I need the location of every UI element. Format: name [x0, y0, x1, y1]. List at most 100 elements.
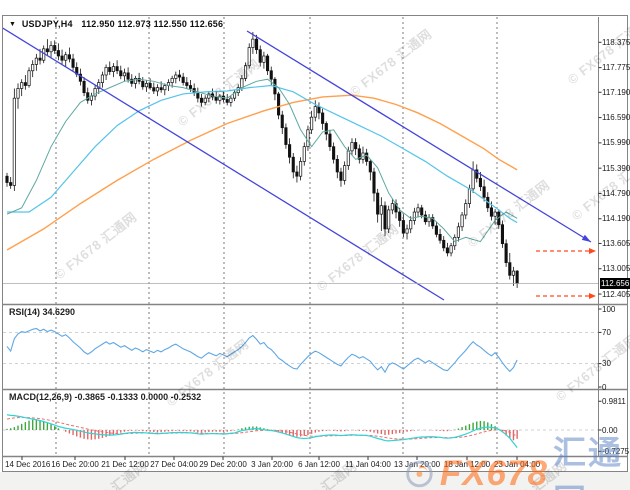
candle-body: [93, 88, 97, 97]
price-tick-label: 117.775: [602, 63, 630, 73]
ma-mid-line: [7, 84, 518, 224]
candle-body: [288, 144, 292, 158]
candle-body: [324, 123, 328, 135]
candle-body: [111, 66, 115, 72]
candle-body: [100, 74, 104, 83]
candle-body: [478, 177, 482, 188]
candle-body: [284, 127, 288, 145]
candle-body: [244, 65, 248, 79]
candle-body: [299, 161, 303, 177]
candle-body: [199, 97, 204, 103]
target-arrowhead: [589, 248, 596, 254]
rsi-panel: [6, 327, 518, 374]
candle-body: [434, 225, 438, 235]
candle-body: [365, 152, 369, 162]
candle-body: [122, 72, 126, 77]
price-chart-svg: [3, 17, 627, 460]
candle-body: [148, 83, 152, 88]
rsi-tick-label: 30: [602, 359, 611, 369]
candle-body: [504, 243, 508, 263]
rsi-tick-label: 70: [602, 327, 611, 337]
time-label: 14 Dec 2016: [5, 460, 51, 469]
price-tick-label: 115.390: [602, 163, 630, 173]
candle-body: [471, 169, 475, 190]
candle-body: [313, 106, 317, 118]
time-label: 16 Dec 20:00: [51, 460, 99, 469]
candle-body: [511, 270, 516, 276]
price-tick-label: 115.990: [602, 138, 630, 148]
trendline[interactable]: [3, 27, 445, 301]
candle-body: [45, 48, 49, 53]
time-label: 21 Dec 12:00: [101, 460, 149, 469]
time-label: 27 Dec 04:00: [150, 460, 198, 469]
price-tick-label: 117.190: [602, 87, 630, 97]
symbol-marker-icon[interactable]: ▼: [9, 21, 17, 28]
time-label: 23 Jan 04:00: [493, 460, 541, 469]
macd-tick-label: -0.7275: [602, 446, 630, 456]
candle-body: [174, 74, 178, 79]
candle-body: [31, 64, 35, 72]
candle-body: [493, 211, 497, 217]
candle-body: [416, 207, 420, 213]
bottom-margin: [0, 472, 630, 490]
candle-body: [27, 70, 31, 86]
candle-body: [185, 82, 189, 86]
candle-body: [104, 67, 108, 76]
candle-body: [181, 76, 185, 83]
candle-body: [306, 129, 310, 148]
candle-body: [464, 203, 468, 216]
candle-body: [467, 188, 471, 204]
candle-body: [269, 70, 273, 80]
candle-body: [159, 87, 163, 91]
candle-body: [49, 45, 53, 53]
candle-body: [56, 50, 60, 57]
price-tick-label: 114.790: [602, 188, 630, 198]
candle-body: [130, 78, 134, 84]
time-label: 18 Jan 12:00: [443, 460, 491, 469]
price-tick-label: 114.190: [602, 214, 630, 224]
ma-fast-line: [6, 78, 518, 243]
candle-body: [251, 38, 255, 48]
candle-body: [207, 93, 211, 99]
price-tick-label: 112.405: [602, 289, 630, 299]
candles: [5, 31, 519, 288]
candle-body: [266, 55, 270, 72]
candle-body: [409, 220, 413, 230]
macd-main-line: [6, 414, 518, 448]
price-tick-label: 113.605: [602, 238, 630, 248]
rsi-label: RSI(14) 34.6290: [9, 307, 76, 317]
candle-body: [398, 211, 402, 221]
macd-signal-line: [6, 416, 518, 440]
candle-body: [302, 146, 306, 162]
candle-body: [108, 67, 112, 72]
ohlc-values: 112.950 112.973 112.550 112.656: [81, 19, 224, 29]
candle-body: [225, 99, 229, 103]
candle-body: [445, 247, 449, 254]
candle-body: [383, 205, 387, 230]
candle-body: [390, 203, 394, 211]
ma-slow-line: [6, 94, 518, 251]
candle-body: [291, 156, 295, 173]
candle-body: [431, 217, 435, 227]
chart-window[interactable]: ▼ USDJPY,H4 112.950 112.973 112.550 112.…: [2, 15, 630, 472]
candle-body: [350, 142, 354, 152]
candle-body: [126, 72, 130, 80]
candle-body: [34, 57, 38, 65]
candle-body: [144, 83, 149, 88]
trendline[interactable]: [246, 30, 592, 243]
candle-body: [401, 220, 405, 234]
candle-body: [372, 171, 376, 194]
candle-body: [339, 171, 343, 181]
macd-tick-label: 0.9811: [602, 396, 626, 406]
candle-body: [328, 133, 332, 148]
candle-body: [53, 45, 57, 51]
candle-body: [438, 234, 442, 241]
candle-body: [78, 73, 82, 82]
candle-body: [258, 49, 262, 63]
candle-body: [412, 211, 416, 221]
candle-body: [354, 142, 358, 150]
candle-body: [405, 228, 409, 234]
candle-body: [229, 97, 233, 103]
candle-body: [133, 78, 138, 84]
candle-body: [295, 171, 299, 177]
